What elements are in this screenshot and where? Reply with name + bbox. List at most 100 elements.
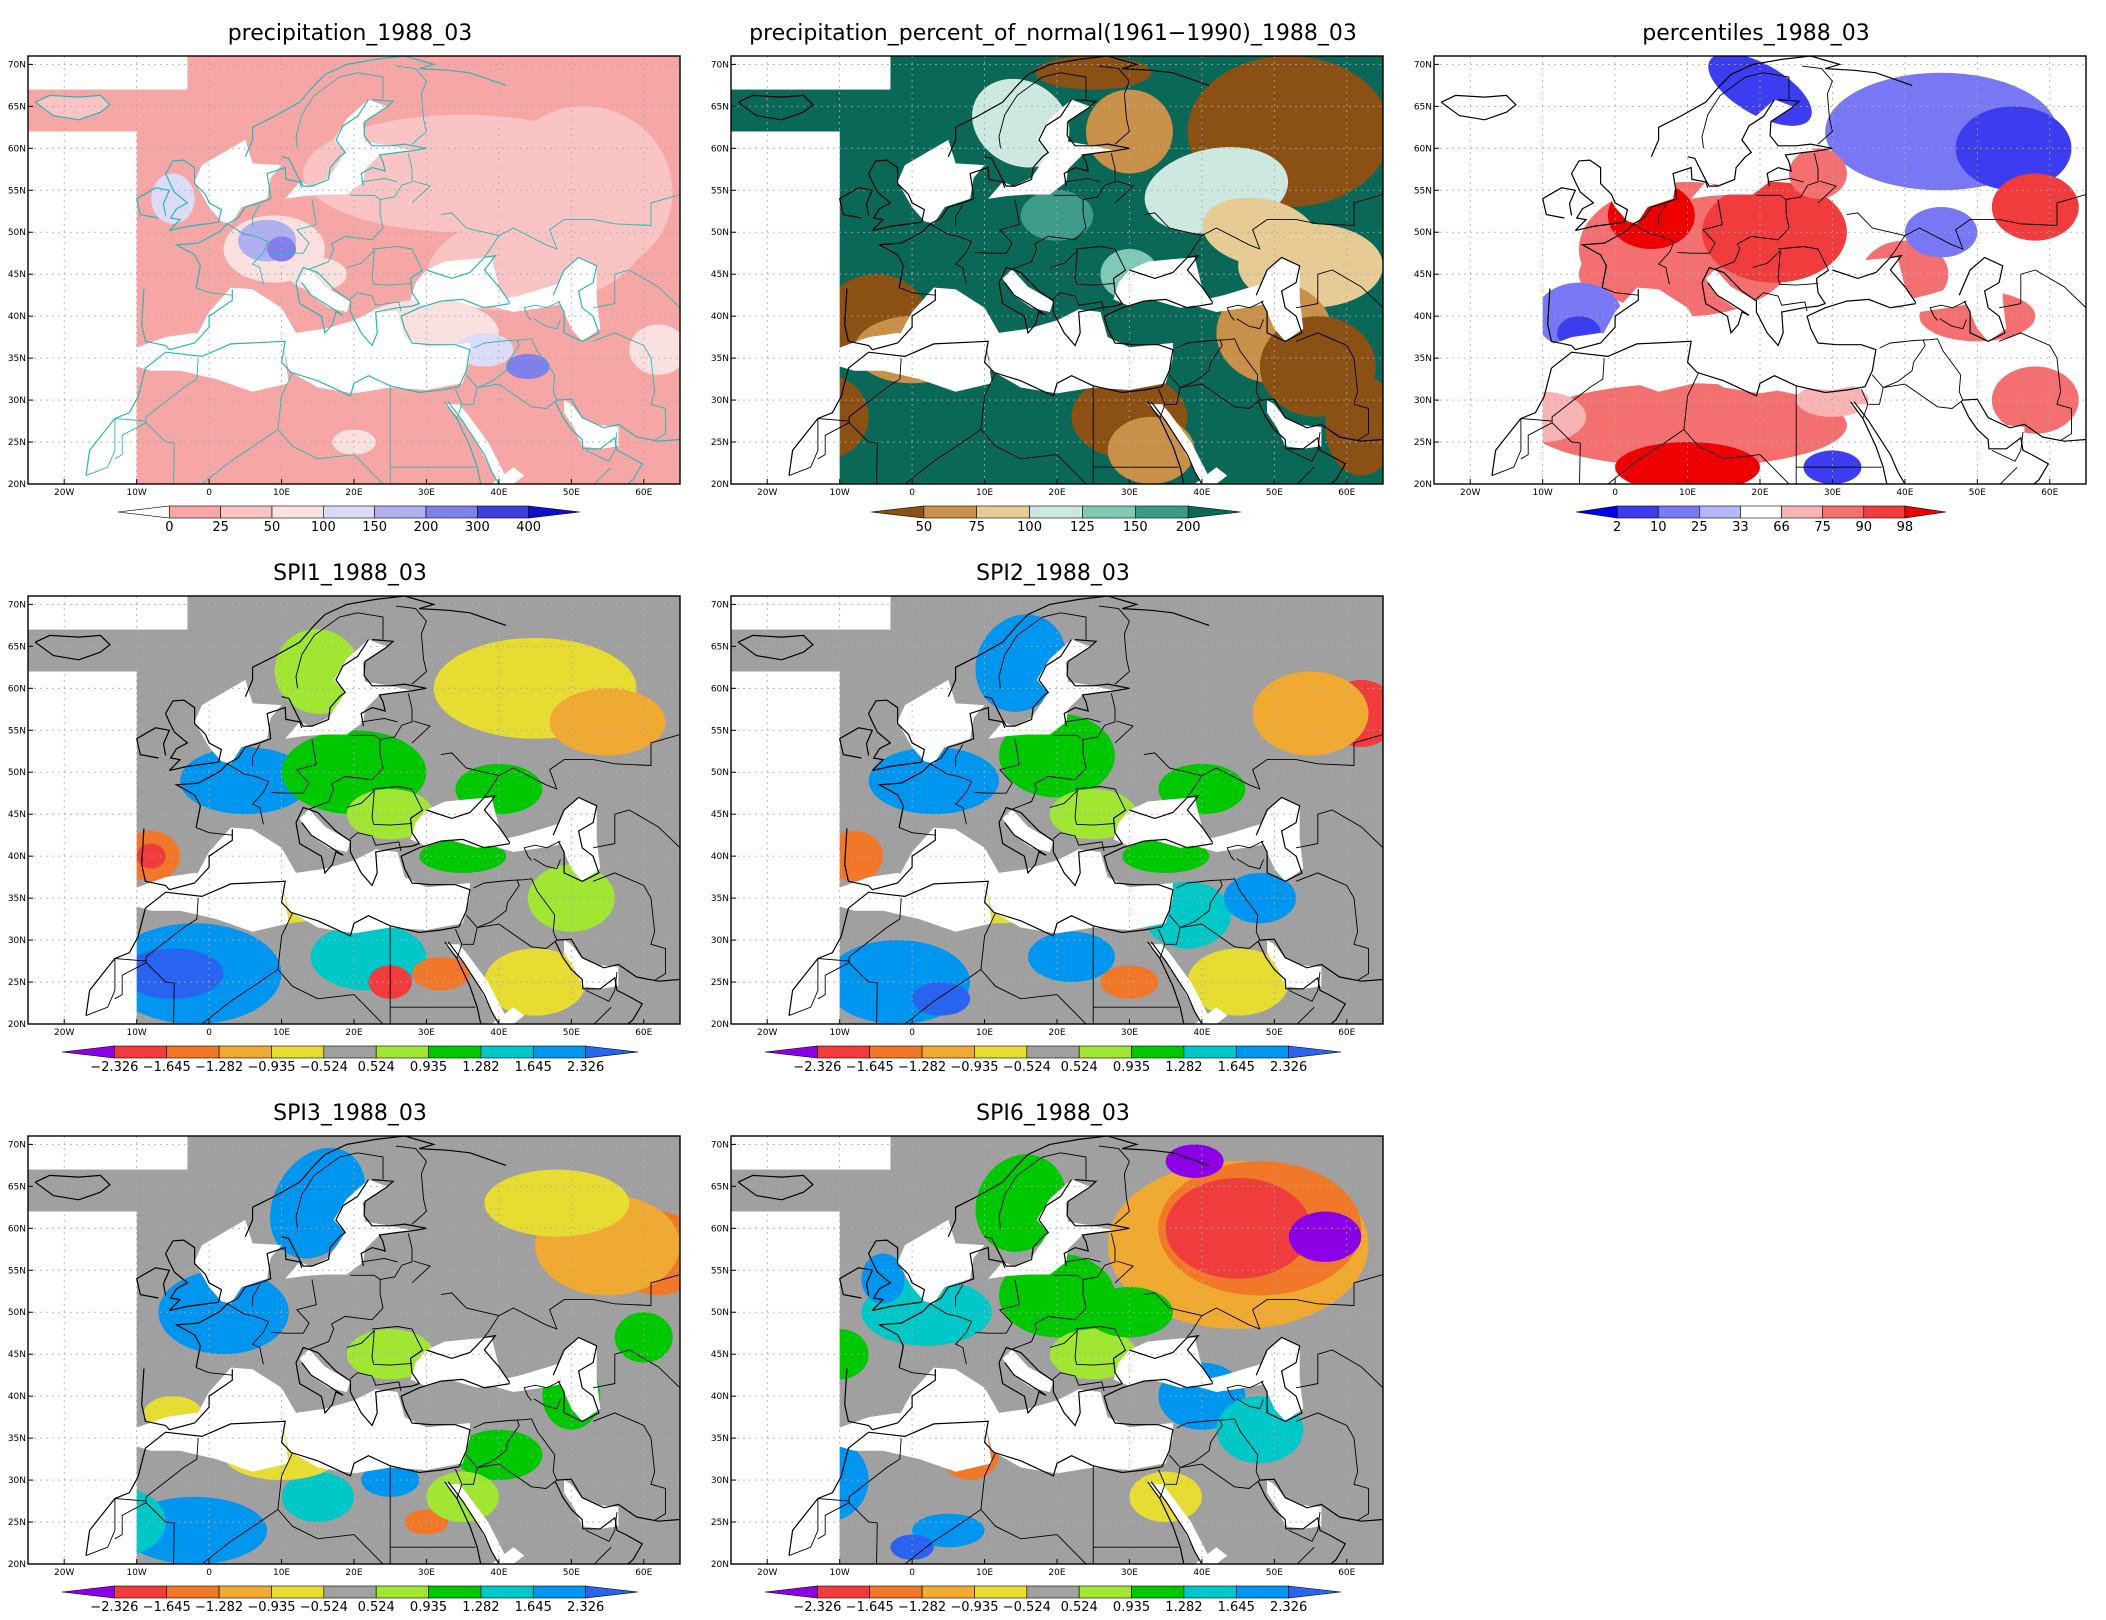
water-mask: [1959, 257, 2007, 342]
colorbar-label: −0.935: [247, 1060, 295, 1075]
country-border: [1098, 65, 1130, 145]
water-mask: [564, 940, 619, 989]
lat-tick-label: 70N: [8, 60, 26, 70]
coastline: [174, 166, 303, 288]
lat-tick-label: 70N: [711, 1140, 729, 1150]
water-mask: [897, 679, 985, 764]
coastline: [1257, 401, 1347, 484]
country-border: [1083, 1233, 1116, 1280]
country-border: [1288, 1511, 1321, 1542]
water-mask: [1691, 99, 1818, 199]
colorbar-bin: [477, 505, 529, 519]
colorbar-bin: [428, 1585, 482, 1599]
country-border: [585, 1511, 618, 1542]
lat-tick-label: 55N: [711, 726, 729, 736]
country-border: [585, 971, 618, 1002]
country-border: [114, 962, 147, 1000]
colorbar-label: −1.645: [143, 1600, 191, 1615]
colorbar-label: 1.645: [1218, 1060, 1255, 1075]
lon-tick-label: 50E: [1266, 488, 1283, 498]
country-border: [980, 1453, 1058, 1540]
coastline: [244, 1136, 507, 1237]
country-border: [1295, 332, 1369, 441]
colorbar-bin: [1781, 505, 1823, 519]
colorbar-label: 100: [311, 520, 336, 535]
country-border: [1658, 204, 1667, 227]
country-border: [1677, 199, 1723, 254]
coastline: [984, 1179, 1073, 1267]
country-border: [361, 178, 398, 183]
country-border: [226, 223, 270, 285]
country-border: [1201, 734, 1383, 790]
country-border: [1578, 429, 1685, 484]
water-mask: [1002, 269, 1054, 312]
ocean-mask: [1434, 56, 1594, 90]
lat-tick-label: 20N: [8, 1020, 26, 1030]
lon-tick-label: 20E: [345, 1568, 362, 1578]
lat-tick-label: 70N: [8, 1140, 26, 1150]
lat-tick-label: 25N: [711, 978, 729, 988]
coastline: [447, 401, 500, 484]
country-border: [974, 199, 1020, 254]
country-border: [592, 872, 666, 981]
lon-tick-label: 30E: [418, 1568, 435, 1578]
colorbar-label: −1.645: [846, 1600, 894, 1615]
country-border: [875, 1509, 982, 1564]
lat-tick-label: 25N: [8, 1518, 26, 1528]
country-border: [440, 212, 500, 257]
coastline: [174, 706, 303, 828]
coastline: [1850, 401, 1888, 484]
country-border: [788, 1498, 850, 1557]
lon-tick-label: 20W: [757, 488, 777, 498]
colorbar-bin: [323, 1585, 377, 1599]
country-border: [980, 913, 1058, 1000]
colorbar: 50 75 100 125 150 200: [870, 505, 1242, 535]
colorbar-label: −0.524: [300, 1060, 348, 1075]
country-border: [1846, 212, 1906, 257]
ocean-mask: [28, 1211, 137, 1564]
country-border: [817, 962, 850, 1000]
water-mask: [988, 639, 1115, 739]
country-border: [998, 1152, 1061, 1229]
iceland-field: [35, 95, 110, 120]
panel-title: SPI2_1988_03: [976, 561, 1130, 586]
coastline: [1147, 941, 1185, 1024]
country-border: [1714, 194, 1790, 270]
coastline: [839, 187, 874, 219]
colorbar-bin: [375, 1045, 429, 1059]
lon-tick-label: 10E: [273, 1028, 290, 1038]
colorbar-label: 0.935: [410, 1060, 447, 1075]
field-bg: [187, 596, 680, 627]
coastline: [1063, 1179, 1130, 1267]
coastline: [174, 1246, 303, 1368]
colorbar-bin: [166, 1585, 220, 1599]
colorbar-label: 2.326: [567, 1600, 604, 1615]
country-border: [1052, 1372, 1105, 1392]
country-border: [1701, 72, 1764, 149]
field-bg: [890, 1136, 1383, 1167]
country-border: [1296, 1006, 1315, 1024]
coastline: [244, 596, 507, 697]
lon-tick-label: 10W: [126, 488, 146, 498]
lon-tick-label: 60E: [635, 1568, 652, 1578]
country-border: [898, 287, 936, 296]
country-border: [1049, 789, 1116, 826]
colorbar-bin: [1183, 1585, 1237, 1599]
colorbar-bin: [480, 1045, 534, 1059]
lat-tick-label: 25N: [8, 438, 26, 448]
country-border: [277, 373, 355, 460]
coastline: [447, 941, 500, 1024]
water-mask: [553, 257, 601, 342]
country-border: [788, 418, 850, 477]
lon-tick-label: 50E: [1266, 1028, 1283, 1038]
coastlines-borders: [737, 1136, 1383, 1564]
colorbar-bin: [1699, 505, 1741, 519]
coastline: [1570, 159, 1629, 232]
coastline: [877, 706, 1006, 828]
country-border: [1236, 1398, 1264, 1410]
colorbar-label: 1.282: [462, 1060, 499, 1075]
country-border: [1801, 65, 1833, 145]
ocean-mask: [28, 131, 137, 484]
country-border: [114, 422, 147, 460]
country-border: [1939, 318, 1967, 330]
